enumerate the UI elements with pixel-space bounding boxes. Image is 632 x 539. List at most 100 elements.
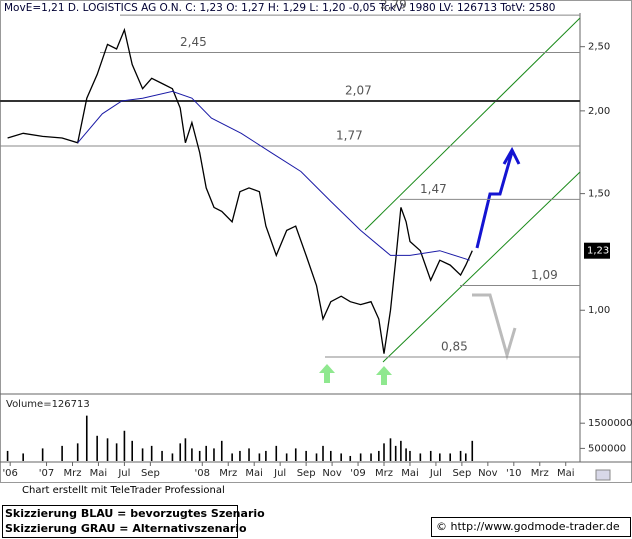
blue-note: Skizzierung BLAU = bevorzugtes Szenario	[5, 507, 265, 520]
x-tick-label: Mrz	[531, 468, 549, 479]
x-tick-label: '10	[506, 468, 521, 479]
blue-scenario	[475, 146, 521, 249]
channel-line	[364, 17, 581, 231]
volume-bar	[439, 453, 441, 461]
volume-title: Volume=126713	[6, 399, 90, 410]
x-tick-label: Mai	[90, 468, 108, 479]
volume-bar	[315, 453, 318, 461]
x-tick-label: Sep	[452, 468, 471, 479]
volume-bar	[322, 445, 324, 461]
x-tick-label: Sep	[141, 468, 160, 479]
volume-bar	[359, 453, 362, 461]
volume-bar	[239, 450, 241, 461]
level-label: 1,47	[420, 182, 447, 196]
up-arrow	[319, 364, 335, 383]
x-tick-label: '06	[2, 468, 17, 479]
grey-note: Skizzierung GRAU = Alternativszenario	[5, 522, 247, 535]
volume-bar	[349, 455, 352, 461]
volume-bar	[409, 450, 411, 461]
volume-bar	[22, 453, 24, 461]
volume-bar	[41, 448, 44, 461]
grey-scenario	[472, 293, 517, 361]
level-label: 1,09	[531, 268, 558, 282]
volume-bar	[131, 440, 134, 461]
level-label: 0,85	[441, 339, 468, 353]
volume-bar	[400, 440, 402, 461]
legend-box: Skizzierung BLAU = bevorzugtes Szenario …	[2, 505, 265, 538]
x-tick-label: Mrz	[219, 468, 237, 479]
x-tick-label: Jul	[273, 468, 286, 479]
volume-bar	[115, 443, 118, 461]
volume-bar	[205, 445, 207, 461]
volume-bar	[61, 445, 63, 461]
volume-bar	[76, 443, 79, 461]
level-label: 2,07	[345, 83, 372, 97]
y-tick-label: 1500000	[588, 418, 632, 429]
credit: Chart erstellt mit TeleTrader Profession…	[22, 485, 225, 496]
level-label: 1,77	[336, 129, 363, 143]
moving-average	[77, 90, 470, 261]
volume-bar	[85, 415, 88, 461]
volume-bar	[150, 445, 153, 461]
x-tick-label: '09	[350, 468, 365, 479]
volume-bar	[370, 453, 372, 461]
volume-bar	[141, 448, 144, 461]
x-tick-label: Mai	[245, 468, 263, 479]
last-price-box	[584, 242, 610, 259]
volume-bar	[471, 440, 474, 461]
y-tick-label: 500000	[588, 443, 626, 454]
volume-bar	[285, 453, 288, 461]
x-tick-label: Jul	[117, 468, 130, 479]
x-tick-label: Mrz	[375, 468, 393, 479]
volume-bar	[305, 450, 307, 461]
chart: MovE=1,21 D. LOGISTICS AG O.N. C: 1,23 O…	[0, 0, 632, 483]
frame	[0, 0, 632, 483]
x-tick-label: Jul	[429, 468, 442, 479]
level-label: 2,45	[180, 35, 207, 49]
x-tick-label: '07	[39, 468, 54, 479]
volume-bar	[179, 443, 182, 461]
header: MovE=1,21 D. LOGISTICS AG O.N. C: 1,23 O…	[4, 2, 555, 14]
volume-bar	[258, 453, 261, 461]
y-tick-label: 2,50	[588, 42, 610, 53]
volume-bar	[171, 453, 174, 461]
volume-bar	[383, 443, 385, 461]
x-tick-label: Sep	[297, 468, 316, 479]
volume-bar	[378, 450, 380, 461]
channel-line	[382, 171, 581, 363]
volume-bar	[429, 450, 432, 461]
volume-bar	[464, 453, 467, 461]
y-tick-label: 1,00	[588, 305, 610, 316]
volume-bar	[265, 450, 267, 461]
volume-bar	[405, 448, 407, 461]
volume-bar	[220, 440, 223, 461]
volume-bar	[449, 453, 452, 461]
site: © http://www.godmode-trader.de	[436, 520, 620, 533]
x-tick-label: Nov	[478, 468, 498, 479]
volume-bar	[184, 438, 187, 461]
y-tick-label: 1,50	[588, 189, 610, 200]
volume-bar	[419, 453, 422, 461]
volume-bar	[198, 450, 201, 461]
up-arrow	[376, 366, 392, 385]
x-tick-label: '08	[195, 468, 210, 479]
volume-bar	[96, 435, 98, 461]
x-tick-label: Mai	[401, 468, 419, 479]
volume-bar	[191, 448, 193, 461]
volume-bar	[248, 448, 250, 461]
volume-bar	[123, 430, 126, 461]
level-label: 2,79	[380, 0, 407, 12]
volume-bar	[275, 445, 278, 461]
volume-bar	[106, 438, 109, 461]
x-tick-label: Nov	[322, 468, 342, 479]
volume-bar	[6, 450, 9, 461]
volume-bar	[231, 453, 233, 461]
x-tick-label: Mrz	[63, 468, 81, 479]
logo	[595, 469, 611, 481]
volume-bar	[294, 448, 297, 461]
y-tick-label: 2,00	[588, 106, 610, 117]
volume-bar	[329, 450, 332, 461]
volume-bar	[213, 448, 215, 461]
volume-bar	[161, 450, 163, 461]
